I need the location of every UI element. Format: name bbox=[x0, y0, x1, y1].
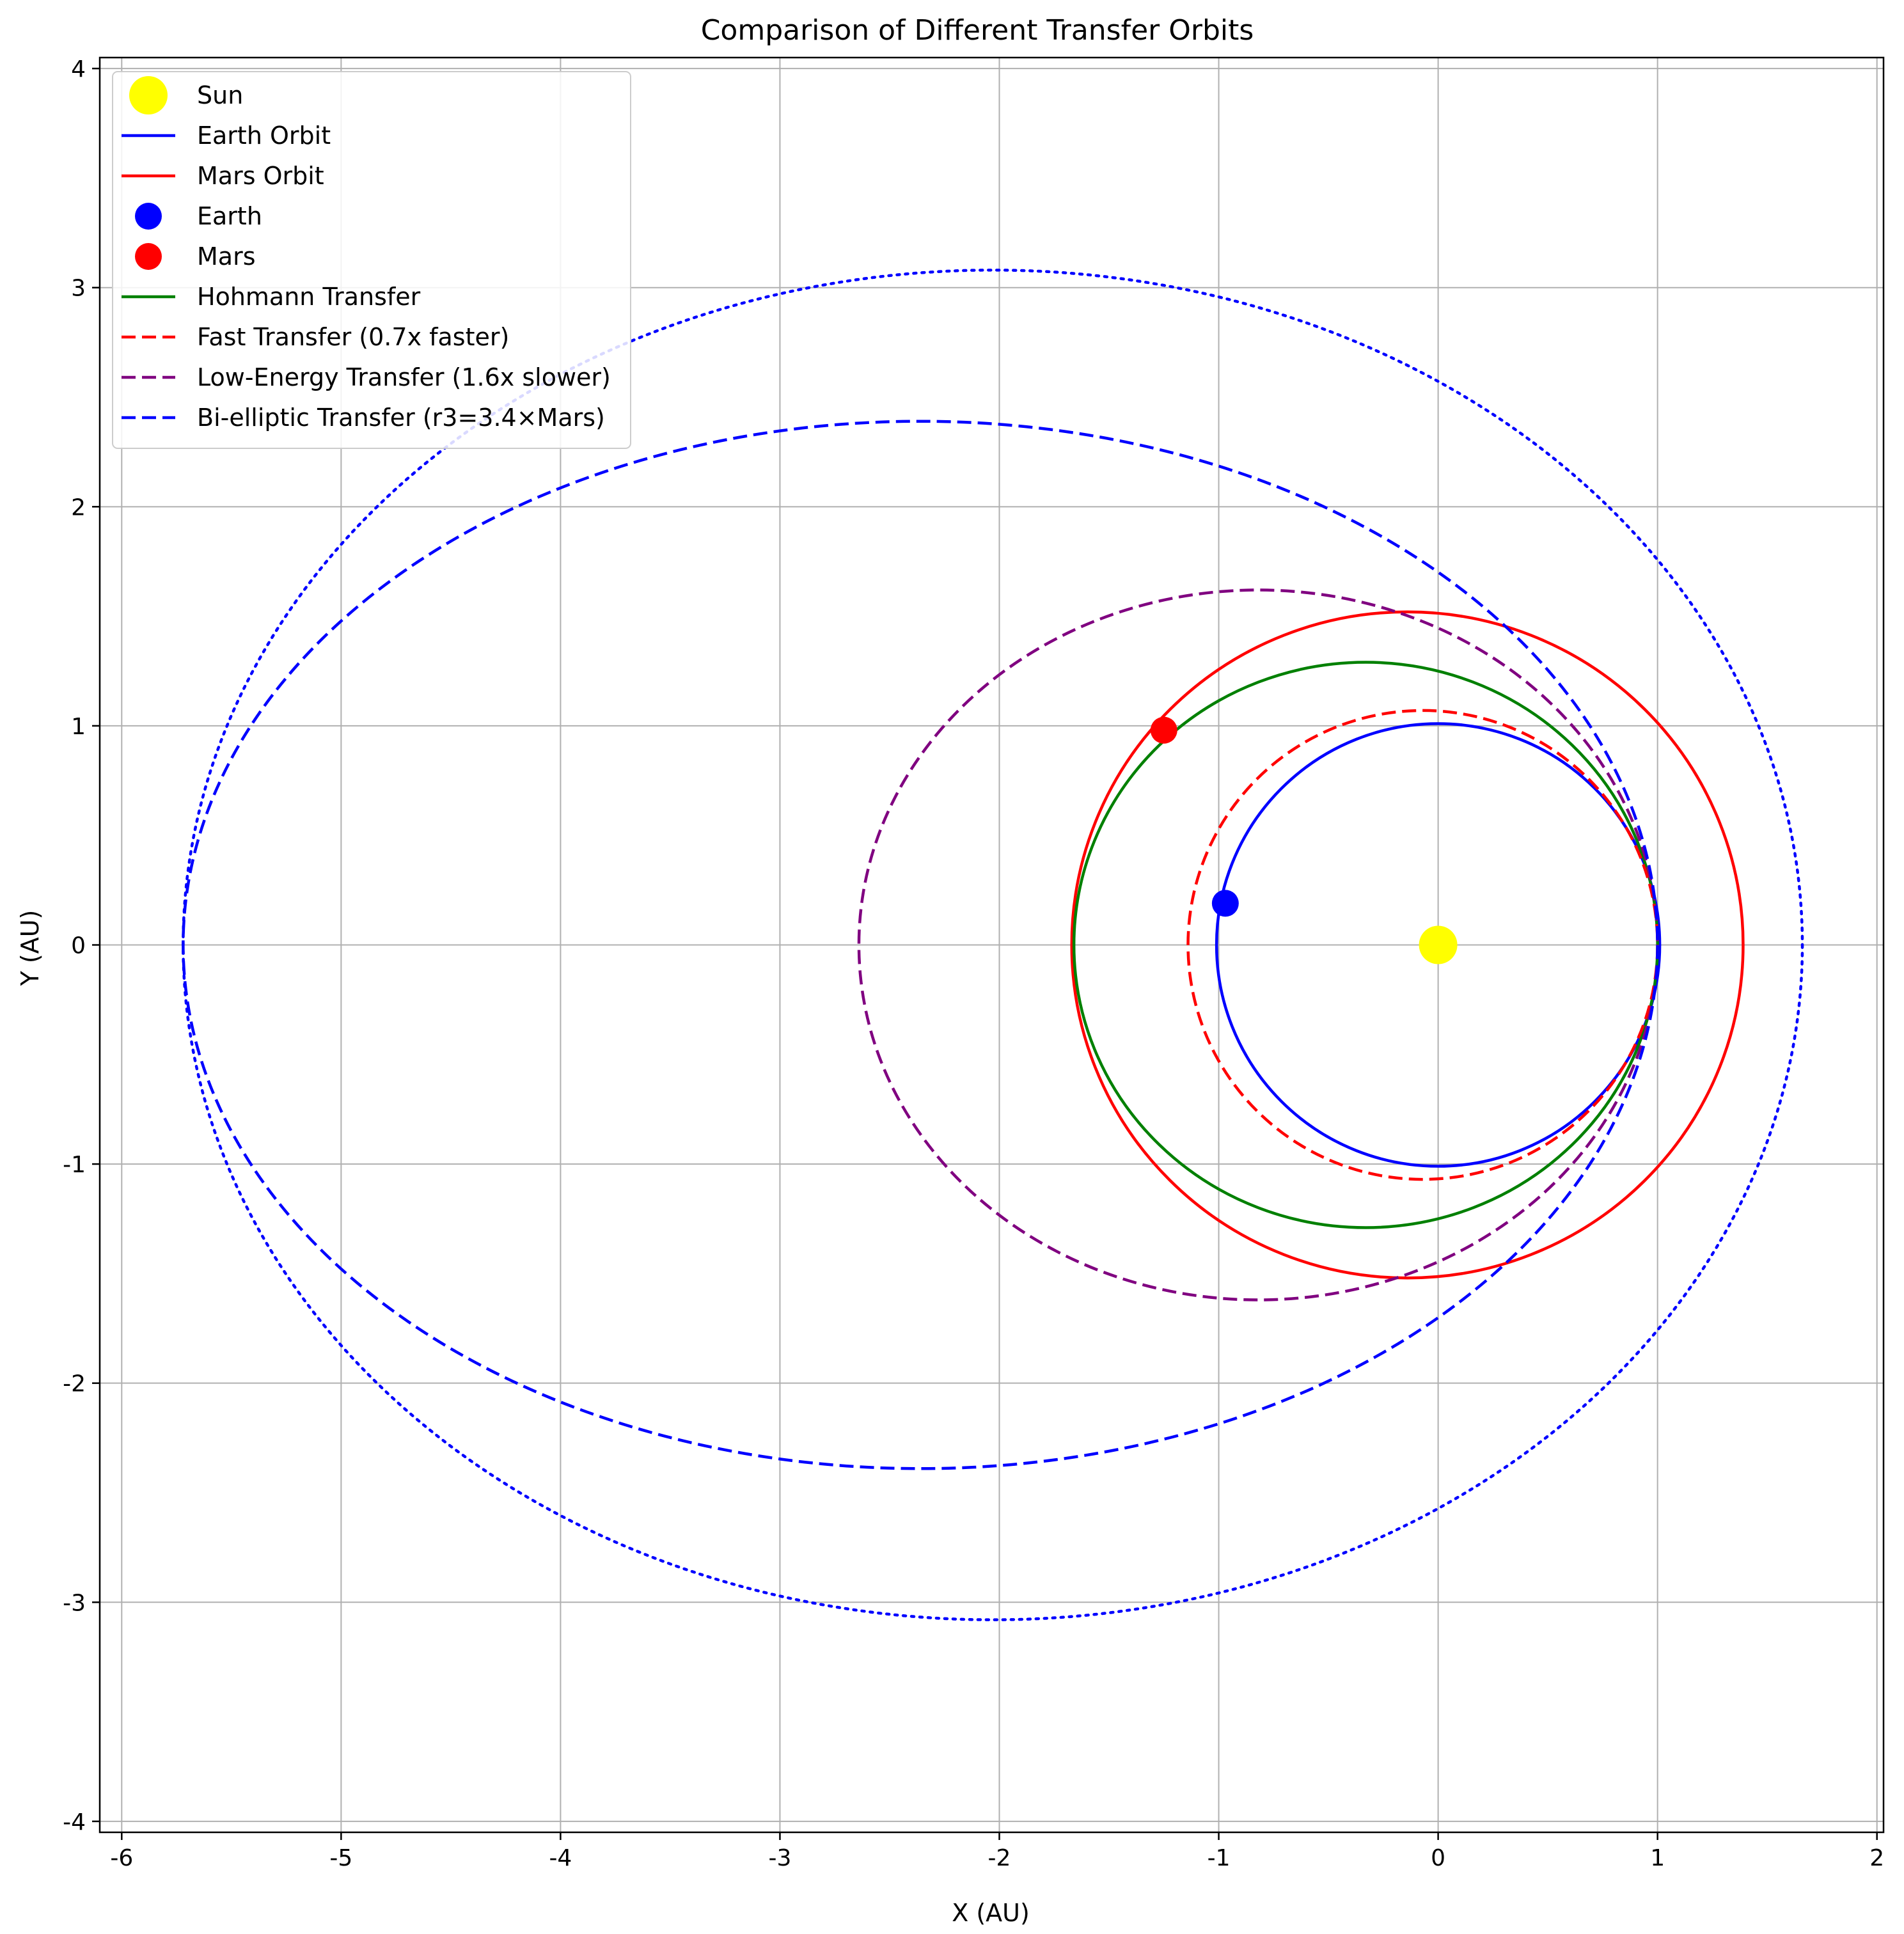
legend-frame bbox=[113, 72, 631, 448]
x-tick-label: 0 bbox=[1431, 1845, 1445, 1871]
y-axis-title: Y (AU) bbox=[16, 910, 44, 987]
x-tick-label: -2 bbox=[988, 1845, 1011, 1871]
x-tick-label: -4 bbox=[549, 1845, 572, 1871]
y-tick-label: 3 bbox=[71, 276, 86, 302]
legend-marker bbox=[135, 203, 162, 230]
legend-label: Hohmann Transfer bbox=[197, 283, 421, 311]
sun-marker bbox=[1419, 926, 1458, 964]
x-axis-title: X (AU) bbox=[952, 1899, 1030, 1927]
legend-label: Earth Orbit bbox=[197, 122, 331, 150]
x-tick-label: 2 bbox=[1869, 1845, 1884, 1871]
legend-label: Mars bbox=[197, 242, 256, 271]
legend-marker bbox=[135, 243, 162, 270]
x-tick-label: -5 bbox=[329, 1845, 352, 1871]
x-tick-label: -6 bbox=[110, 1845, 133, 1871]
x-tick-label: 1 bbox=[1650, 1845, 1665, 1871]
y-tick-label: -4 bbox=[63, 1809, 86, 1836]
legend-label: Fast Transfer (0.7x faster) bbox=[197, 323, 509, 351]
x-tick-label: -3 bbox=[769, 1845, 792, 1871]
legend: Sun Earth Orbit Mars Orbit Earth Mars Hohmann… bbox=[113, 72, 631, 448]
legend-marker bbox=[129, 76, 168, 114]
y-tick-label: -2 bbox=[63, 1371, 86, 1397]
y-tick-label: -3 bbox=[63, 1590, 86, 1616]
legend-label: Bi-elliptic Transfer (r3=3.4×Mars) bbox=[197, 404, 605, 432]
legend-label: Mars Orbit bbox=[197, 162, 324, 190]
y-tick-label: -1 bbox=[63, 1152, 86, 1178]
legend-item: Earth bbox=[135, 202, 262, 230]
chart-title: Comparison of Different Transfer Orbits bbox=[701, 14, 1254, 47]
legend-label: Sun bbox=[197, 81, 243, 109]
y-tick-label: 2 bbox=[71, 494, 86, 521]
mars-marker bbox=[1151, 717, 1177, 744]
y-tick-label: 4 bbox=[71, 56, 86, 83]
earth-marker bbox=[1212, 890, 1239, 916]
y-tick-label: 1 bbox=[71, 714, 86, 740]
legend-label: Earth bbox=[197, 202, 262, 230]
y-tick-label: 0 bbox=[71, 933, 86, 959]
x-tick-label: -1 bbox=[1208, 1845, 1231, 1871]
legend-label: Low-Energy Transfer (1.6x slower) bbox=[197, 363, 611, 391]
